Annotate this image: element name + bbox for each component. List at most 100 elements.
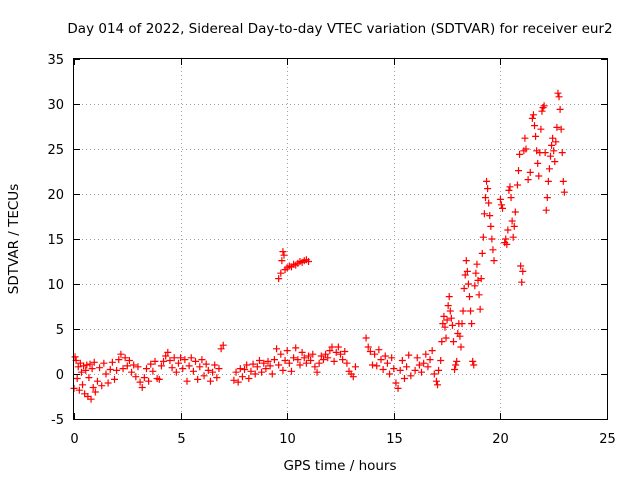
data-point — [130, 361, 138, 369]
y-tick-label: 25 — [47, 143, 64, 158]
data-point — [192, 357, 200, 365]
data-point — [198, 356, 206, 364]
data-point — [411, 366, 419, 374]
data-point — [90, 358, 98, 366]
data-point — [472, 269, 480, 277]
data-point — [442, 334, 450, 342]
data-point — [415, 361, 423, 369]
data-point — [247, 367, 255, 375]
data-point — [194, 375, 202, 383]
data-point — [79, 381, 87, 389]
data-point — [489, 246, 497, 254]
data-point — [258, 368, 266, 376]
data-point — [537, 125, 545, 133]
data-point — [80, 362, 88, 370]
data-point — [471, 282, 479, 290]
data-point — [469, 357, 477, 365]
data-point — [371, 350, 379, 358]
data-point — [506, 183, 514, 191]
y-tick-label: 20 — [47, 188, 64, 203]
data-point — [262, 365, 270, 373]
data-point — [255, 357, 263, 364]
data-point — [174, 359, 182, 367]
data-point — [283, 347, 291, 355]
data-point — [403, 363, 411, 371]
data-point — [364, 343, 372, 351]
data-point — [86, 360, 94, 368]
data-point — [202, 360, 210, 368]
data-point — [77, 368, 85, 376]
data-point — [128, 368, 136, 376]
data-point — [478, 249, 486, 257]
data-point — [508, 217, 516, 225]
data-point — [418, 368, 426, 376]
data-point — [554, 89, 562, 97]
data-point — [251, 370, 259, 378]
data-point — [277, 350, 285, 358]
data-point — [322, 350, 330, 358]
data-point — [73, 375, 81, 382]
data-point — [526, 168, 534, 176]
data-point — [432, 377, 440, 385]
data-point — [230, 376, 238, 384]
data-point — [324, 354, 332, 362]
data-point — [551, 158, 559, 166]
data-point — [543, 194, 551, 202]
data-point — [550, 147, 558, 155]
data-point — [392, 379, 400, 387]
data-point — [243, 361, 251, 369]
data-point — [209, 368, 217, 376]
data-point — [82, 366, 90, 374]
data-point — [206, 377, 214, 385]
plot-frame — [73, 58, 608, 420]
data-point — [278, 257, 286, 265]
data-point — [463, 267, 471, 275]
data-point — [513, 181, 521, 189]
data-point — [87, 395, 95, 403]
data-point — [381, 352, 389, 360]
x-tick-label: 15 — [386, 432, 403, 447]
data-point — [113, 366, 121, 374]
data-point — [390, 365, 398, 373]
data-point — [290, 354, 298, 362]
data-point — [449, 338, 457, 346]
data-point — [279, 366, 287, 374]
data-point — [315, 359, 323, 367]
data-point — [319, 356, 327, 364]
data-point — [115, 356, 123, 364]
data-point — [533, 147, 541, 155]
data-point — [185, 362, 193, 370]
data-point — [349, 373, 357, 381]
data-point — [104, 379, 112, 387]
x-tick-label: 10 — [279, 432, 296, 447]
data-point — [553, 123, 561, 131]
data-point — [264, 357, 272, 365]
data-point — [539, 104, 547, 112]
data-point — [302, 359, 310, 367]
data-point — [245, 375, 253, 382]
data-point — [547, 152, 555, 160]
y-axis-label: SDTVAR / TECUs — [6, 184, 22, 294]
data-point — [504, 226, 512, 234]
data-point — [219, 341, 227, 349]
data-point — [326, 347, 334, 355]
data-point — [234, 378, 242, 386]
data-point — [123, 362, 131, 370]
data-point — [437, 357, 445, 364]
data-point — [196, 363, 204, 371]
data-point — [160, 357, 168, 365]
data-point — [375, 346, 383, 354]
data-series-sdtvar — [70, 89, 568, 403]
data-point — [155, 375, 163, 383]
data-point — [540, 102, 548, 110]
data-point — [305, 258, 313, 265]
data-point — [111, 375, 119, 383]
data-point — [503, 240, 511, 248]
data-point — [515, 167, 523, 175]
data-point — [535, 172, 543, 180]
data-point — [296, 361, 304, 369]
data-point — [341, 348, 349, 355]
data-point — [413, 354, 421, 362]
data-point — [468, 320, 476, 328]
